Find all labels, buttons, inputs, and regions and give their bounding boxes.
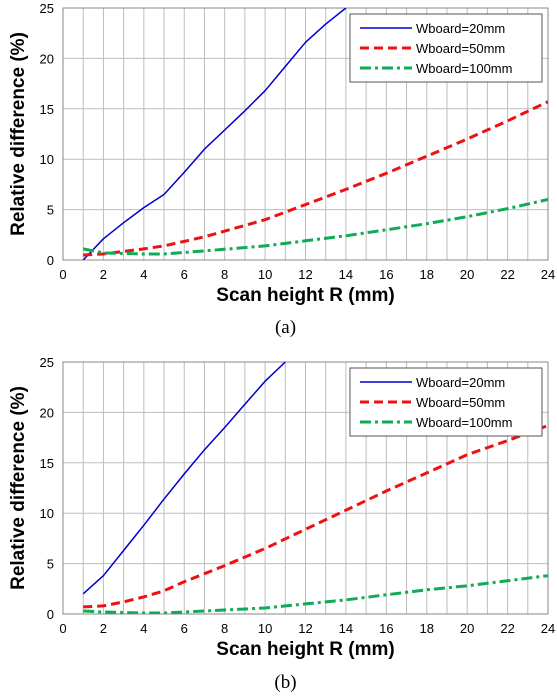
x-tick-label: 10	[258, 267, 272, 282]
series-line-2	[82, 198, 548, 256]
legend-label-2: Wboard=100mm	[416, 61, 512, 76]
series-line-2	[83, 574, 548, 614]
series-line-1	[83, 100, 548, 257]
x-axis-label: Scan height R (mm)	[216, 639, 394, 660]
x-tick-label: 6	[181, 267, 188, 282]
x-tick-label: 18	[420, 267, 434, 282]
x-tick-label: 8	[221, 621, 228, 636]
plot-area	[62, 361, 549, 615]
x-tick-label: 16	[379, 621, 393, 636]
x-tick-label: 14	[339, 267, 353, 282]
x-tick-label: 24	[541, 267, 555, 282]
y-axis-label: Relative difference (%)	[8, 32, 29, 236]
y-tick-label: 15	[40, 102, 54, 117]
x-tick-label: 0	[59, 267, 66, 282]
x-tick-label: 6	[181, 621, 188, 636]
y-tick-label: 25	[40, 355, 54, 370]
y-axis-label: Relative difference (%)	[8, 386, 29, 590]
legend: Wboard=20mm Wboard=50mm Wboard=100mm	[349, 13, 543, 83]
x-tick-label: 12	[298, 267, 312, 282]
x-tick-label: 20	[460, 621, 474, 636]
x-tick-label: 18	[420, 621, 434, 636]
legend-label-1: Wboard=50mm	[416, 41, 505, 56]
legend-label-2: Wboard=100mm	[416, 415, 512, 430]
x-tick-label: 20	[460, 267, 474, 282]
x-tick-label: 2	[100, 267, 107, 282]
x-tick-label: 14	[339, 621, 353, 636]
x-tick-label: 10	[258, 621, 272, 636]
x-tick-label: 4	[140, 267, 147, 282]
x-tick-label: 2	[100, 621, 107, 636]
plot-area	[62, 7, 549, 261]
legend-label-0: Wboard=20mm	[416, 375, 505, 390]
x-tick-label: 24	[541, 621, 555, 636]
x-tick-label: 4	[140, 621, 147, 636]
y-tick-label: 5	[47, 557, 54, 572]
y-tick-label: 0	[47, 253, 54, 268]
y-tick-label: 0	[47, 607, 54, 622]
legend: Wboard=20mm Wboard=50mm Wboard=100mm	[349, 367, 543, 437]
x-tick-label: 22	[500, 267, 514, 282]
y-tick-label: 25	[40, 1, 54, 16]
legend-label-1: Wboard=50mm	[416, 395, 505, 410]
series-line-0	[82, 362, 286, 595]
y-tick-label: 10	[40, 506, 54, 521]
chart-caption: (a)	[275, 317, 296, 338]
y-tick-label: 20	[40, 51, 54, 66]
y-tick-label: 5	[47, 203, 54, 218]
x-tick-label: 12	[298, 621, 312, 636]
x-tick-label: 22	[500, 621, 514, 636]
x-tick-label: 16	[379, 267, 393, 282]
legend-label-0: Wboard=20mm	[416, 21, 505, 36]
x-tick-label: 0	[59, 621, 66, 636]
series-line-1	[83, 424, 548, 609]
series-line-0	[82, 8, 347, 260]
x-axis-label: Scan height R (mm)	[216, 285, 394, 306]
y-tick-label: 20	[40, 405, 54, 420]
y-tick-label: 10	[40, 152, 54, 167]
y-tick-label: 15	[40, 456, 54, 471]
chart-caption: (b)	[274, 672, 296, 693]
x-tick-label: 8	[221, 267, 228, 282]
